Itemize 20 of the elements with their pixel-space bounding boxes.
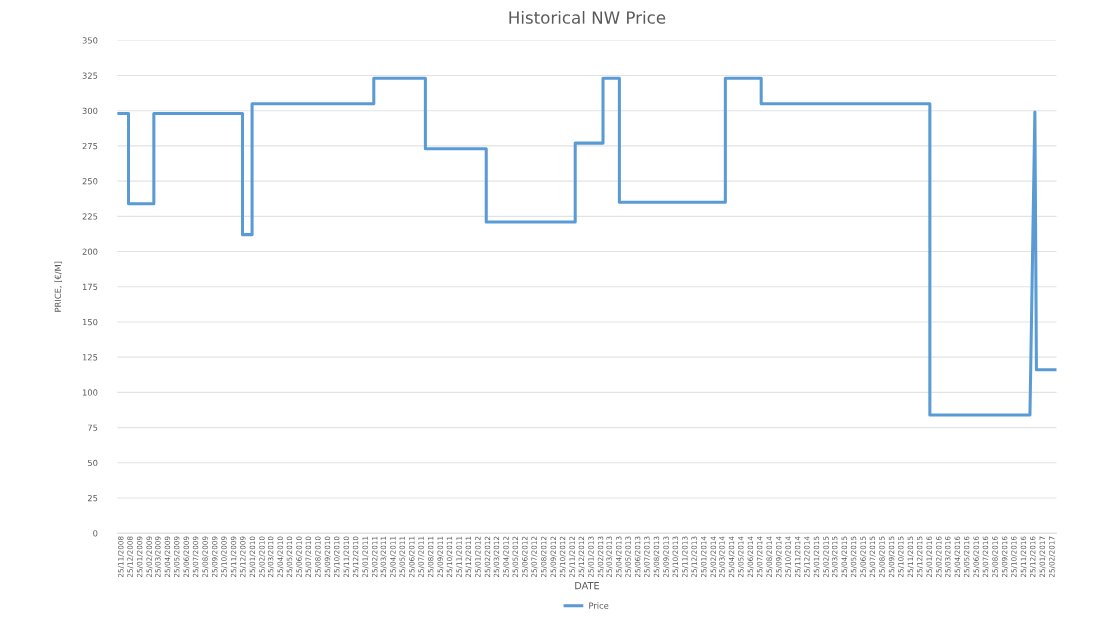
y-tick-label: 0 <box>93 530 98 537</box>
chart-title: Historical NW Price <box>509 10 666 24</box>
y-tick-label: 50 <box>87 459 98 467</box>
x-axis-title: DATE <box>575 582 599 590</box>
y-tick-label: 25 <box>87 494 98 502</box>
y-tick-label: 150 <box>82 318 98 326</box>
y-tick-label: 325 <box>82 72 98 79</box>
legend-label: Price <box>589 602 609 609</box>
y-tick-label: 175 <box>82 283 98 291</box>
y-tick-label: 300 <box>82 107 98 114</box>
y-tick-label: 200 <box>82 248 98 255</box>
y-tick-label: 100 <box>82 389 98 396</box>
y-tick-label: 75 <box>88 424 98 431</box>
y-tick-label: 275 <box>82 142 98 150</box>
line-series <box>117 76 1057 417</box>
y-axis-title: PRICE, [€/M] <box>54 261 62 312</box>
y-tick-label: 225 <box>82 213 98 220</box>
y-tick-label: 250 <box>82 178 98 185</box>
y-tick-label: 125 <box>82 354 98 361</box>
y-tick-label: 350 <box>82 37 98 44</box>
